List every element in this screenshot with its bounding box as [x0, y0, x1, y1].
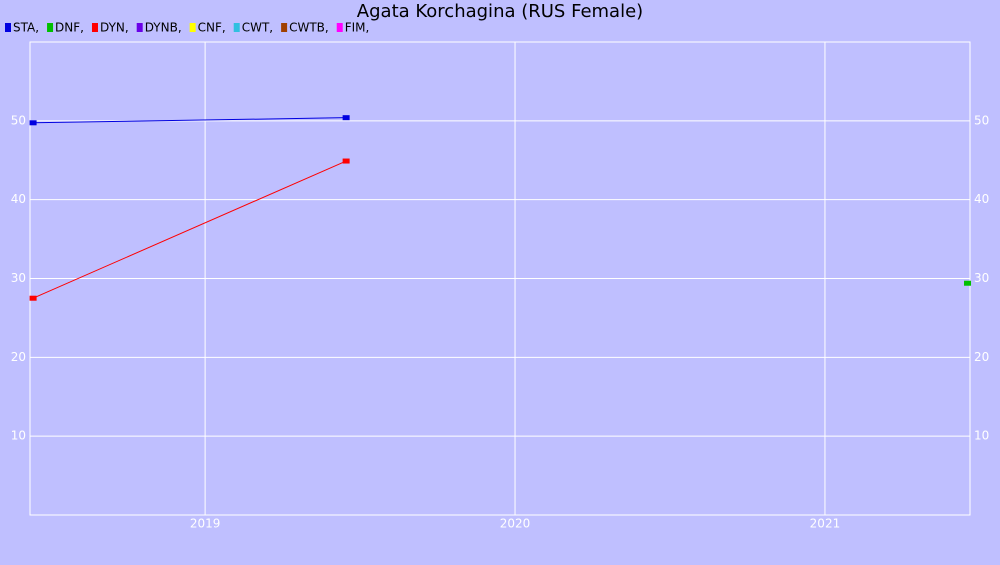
legend-label: DYN, [100, 21, 129, 35]
legend-label: STA, [13, 21, 39, 35]
y-tick-label-right: 50 [974, 113, 989, 127]
point [342, 115, 350, 121]
legend-label: CWTB, [289, 21, 329, 35]
series-line [33, 117, 347, 124]
y-tick-label-right: 10 [974, 429, 989, 443]
legend-label: FIM, [345, 21, 370, 35]
y-tick-label: 10 [11, 429, 26, 443]
y-tick-label-right: 40 [974, 192, 989, 206]
y-tick-label: 40 [11, 192, 26, 206]
y-tick-label: 50 [11, 113, 26, 127]
point [29, 295, 37, 301]
legend-label: CNF, [198, 21, 226, 35]
legend-swatch [91, 23, 98, 32]
legend-label: DNF, [55, 21, 84, 35]
legend-swatch [281, 23, 288, 32]
x-tick-label: 2019 [190, 517, 221, 531]
legend-swatch [136, 23, 143, 32]
series-line [32, 160, 347, 299]
legend-label: CWT, [242, 21, 273, 35]
legend-swatch [336, 23, 343, 32]
legend: STA, DNF, DYN, DYNB, CNF, CWT, CWTB, FIM, [5, 21, 369, 35]
chart-title: Agata Korchagina (RUS Female) [357, 1, 643, 22]
point [964, 280, 972, 286]
legend-swatch [5, 23, 11, 32]
legend-label: DYNB, [145, 21, 182, 35]
point [342, 158, 350, 164]
x-tick-label: 2021 [810, 517, 841, 531]
legend-swatch [189, 23, 196, 32]
point [29, 120, 37, 126]
y-tick-label: 30 [11, 271, 26, 285]
legend-swatch [47, 23, 54, 32]
y-tick-label: 20 [11, 350, 26, 364]
legend-swatch [233, 23, 240, 32]
x-tick-label: 2020 [500, 517, 531, 531]
y-tick-label-right: 20 [974, 350, 989, 364]
y-tick-label-right: 30 [974, 271, 989, 285]
